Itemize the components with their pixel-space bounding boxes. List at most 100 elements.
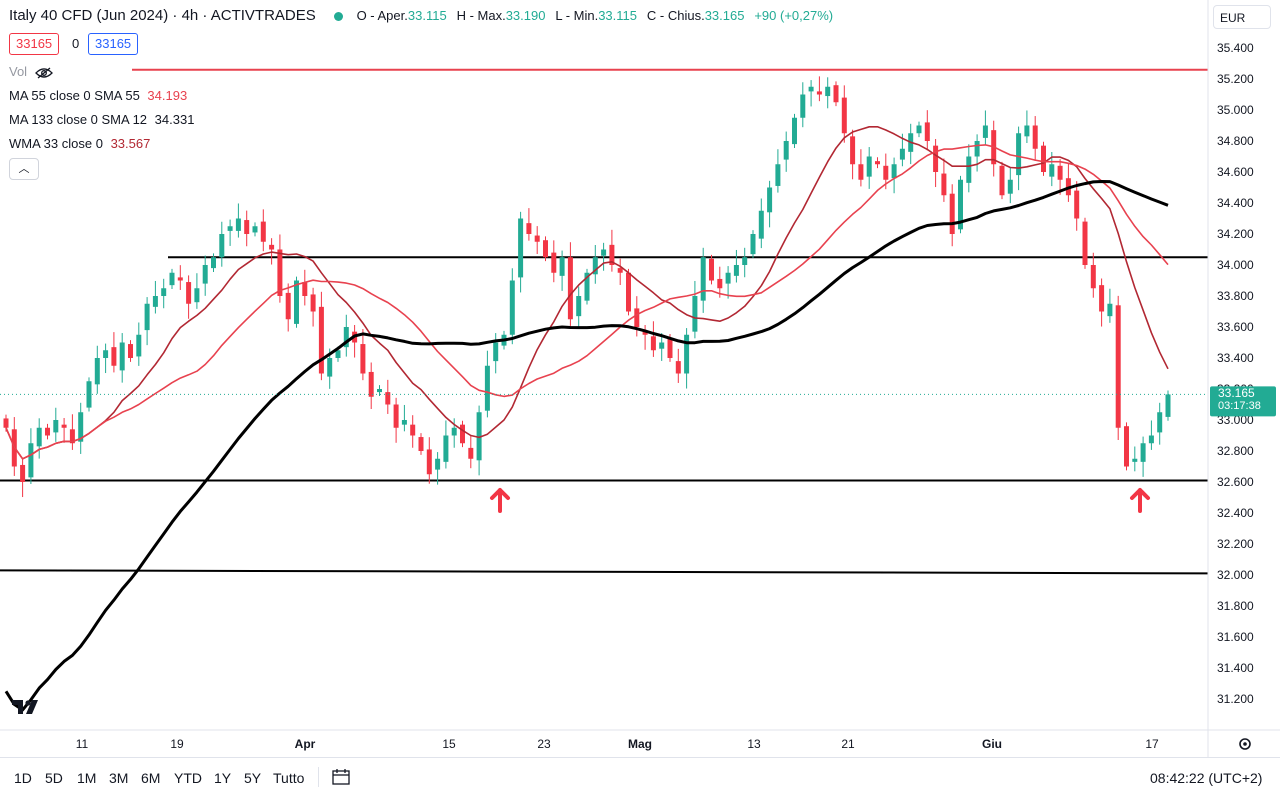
candle[interactable] bbox=[792, 113, 797, 148]
candle[interactable] bbox=[526, 208, 532, 241]
candle[interactable] bbox=[609, 229, 615, 272]
candle[interactable] bbox=[1082, 217, 1088, 269]
candle[interactable] bbox=[194, 273, 200, 309]
candle[interactable] bbox=[783, 131, 789, 172]
candle[interactable] bbox=[144, 297, 150, 346]
candle[interactable] bbox=[152, 280, 158, 314]
range-5y-button[interactable]: 5Y bbox=[244, 770, 262, 786]
candle[interactable] bbox=[626, 268, 631, 316]
candle[interactable] bbox=[103, 343, 109, 374]
candle[interactable] bbox=[20, 458, 26, 498]
candle[interactable] bbox=[343, 314, 349, 357]
candle[interactable] bbox=[1165, 390, 1171, 421]
horizontal-level-line[interactable] bbox=[0, 569, 1209, 575]
candle[interactable] bbox=[377, 385, 382, 396]
candle[interactable] bbox=[136, 322, 142, 366]
range-1m-button[interactable]: 1M bbox=[77, 770, 97, 786]
candle[interactable] bbox=[36, 418, 42, 459]
candle[interactable] bbox=[775, 149, 781, 193]
candle[interactable] bbox=[53, 407, 59, 442]
candle[interactable] bbox=[285, 283, 291, 332]
candle[interactable] bbox=[1074, 181, 1080, 231]
candle[interactable] bbox=[642, 324, 648, 350]
candle[interactable] bbox=[451, 418, 457, 448]
ma55-line[interactable] bbox=[5, 144, 1169, 460]
candle[interactable] bbox=[974, 134, 980, 172]
candle[interactable] bbox=[650, 321, 656, 357]
candle[interactable] bbox=[1007, 167, 1013, 204]
candle[interactable] bbox=[509, 268, 515, 345]
candle[interactable] bbox=[1099, 278, 1105, 327]
range-1y-button[interactable]: 1Y bbox=[214, 770, 232, 786]
candle[interactable] bbox=[211, 253, 216, 272]
candle[interactable] bbox=[111, 332, 117, 373]
range-5d-button[interactable]: 5D bbox=[45, 770, 63, 786]
candle[interactable] bbox=[850, 129, 856, 180]
range-ytd-button[interactable]: YTD bbox=[174, 770, 202, 786]
candle[interactable] bbox=[982, 110, 988, 145]
candle[interactable] bbox=[551, 240, 557, 283]
candle[interactable] bbox=[69, 414, 75, 450]
candle[interactable] bbox=[219, 221, 225, 267]
volume-legend[interactable]: Vol bbox=[9, 64, 53, 79]
candle[interactable] bbox=[559, 250, 565, 291]
candle[interactable] bbox=[767, 180, 773, 228]
candle[interactable] bbox=[260, 209, 266, 252]
candle[interactable] bbox=[186, 275, 192, 319]
candle[interactable] bbox=[659, 333, 665, 361]
collapse-legend-button[interactable]: ︿ bbox=[9, 158, 39, 180]
candle[interactable] bbox=[601, 242, 607, 271]
candle[interactable] bbox=[28, 428, 34, 485]
candle[interactable] bbox=[534, 226, 540, 254]
candle[interactable] bbox=[692, 280, 698, 339]
candle[interactable] bbox=[717, 266, 723, 298]
candle[interactable] bbox=[169, 268, 175, 290]
candle[interactable] bbox=[61, 417, 67, 443]
candle[interactable] bbox=[924, 110, 930, 151]
sell-button[interactable]: 33165 bbox=[9, 33, 60, 55]
candle[interactable] bbox=[318, 291, 324, 381]
currency-selector[interactable]: EUR bbox=[1213, 5, 1271, 29]
clock[interactable]: 08:42:22 (UTC+2) bbox=[1150, 770, 1263, 786]
candle[interactable] bbox=[45, 423, 50, 440]
candle[interactable] bbox=[617, 258, 623, 285]
candle[interactable] bbox=[675, 348, 681, 383]
candle[interactable] bbox=[1041, 141, 1046, 176]
candle[interactable] bbox=[119, 333, 125, 383]
wma33-line[interactable] bbox=[5, 126, 1169, 460]
candle[interactable] bbox=[1024, 110, 1030, 144]
wma33-legend[interactable]: WMA 33 close 0 33.567 bbox=[9, 136, 154, 151]
range-1d-button[interactable]: 1D bbox=[14, 770, 32, 786]
candle[interactable] bbox=[128, 340, 133, 362]
candle[interactable] bbox=[684, 328, 690, 389]
candle[interactable] bbox=[310, 287, 316, 327]
candle[interactable] bbox=[866, 147, 872, 189]
candle[interactable] bbox=[410, 415, 416, 448]
candle[interactable] bbox=[758, 198, 764, 249]
candle[interactable] bbox=[941, 158, 947, 202]
candle[interactable] bbox=[1090, 252, 1096, 298]
candle[interactable] bbox=[443, 420, 449, 469]
candle[interactable] bbox=[999, 161, 1005, 200]
candle[interactable] bbox=[161, 278, 167, 309]
candle[interactable] bbox=[235, 203, 241, 238]
candle[interactable] bbox=[584, 268, 590, 305]
candle[interactable] bbox=[385, 379, 391, 414]
candle[interactable] bbox=[800, 82, 806, 128]
candle[interactable] bbox=[468, 435, 474, 469]
candle[interactable] bbox=[576, 286, 582, 329]
candle[interactable] bbox=[476, 405, 482, 476]
candle[interactable] bbox=[401, 404, 407, 432]
candle[interactable] bbox=[841, 85, 847, 143]
candle[interactable] bbox=[1148, 420, 1154, 450]
candle[interactable] bbox=[891, 157, 897, 194]
candle[interactable] bbox=[1016, 126, 1022, 191]
candle[interactable] bbox=[202, 255, 208, 296]
candle[interactable] bbox=[966, 144, 972, 193]
candle[interactable] bbox=[460, 420, 465, 448]
candle[interactable] bbox=[227, 219, 233, 246]
range-all-button[interactable]: Tutto bbox=[273, 770, 305, 786]
ma133-line[interactable] bbox=[4, 180, 1169, 712]
candle[interactable] bbox=[958, 175, 963, 234]
candle[interactable] bbox=[426, 437, 432, 484]
